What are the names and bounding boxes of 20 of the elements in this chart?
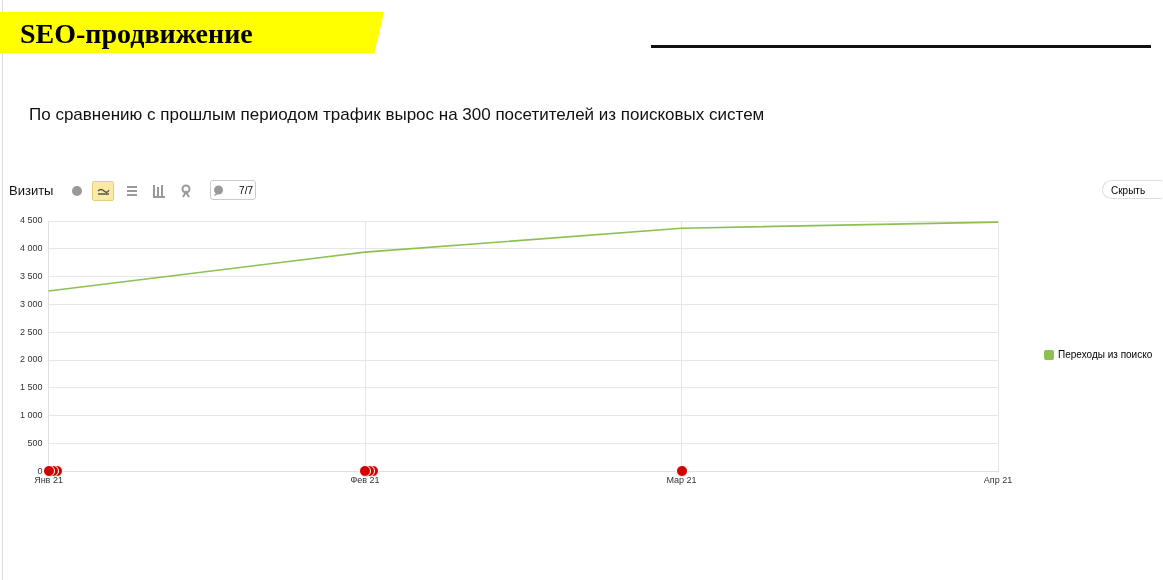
y-axis-title: Визиты [9, 183, 54, 198]
y-tick-label: 4 000 [19, 243, 43, 254]
legend-label: Переходы из поиско [1058, 349, 1153, 360]
y-tick-label: 4 500 [19, 215, 43, 226]
y-tick-label: 2 500 [19, 326, 43, 337]
text: 7/7 [210, 180, 256, 200]
text: Скрыть [1102, 180, 1162, 199]
x-tick-label: Янв 21 [34, 475, 63, 486]
x-tick-label: Апр 21 [983, 475, 1013, 486]
y-tick-label: 1 000 [19, 410, 43, 421]
chart-subtitle: По сравнению с прошлым периодом трафик вырос на 300 посетителей из поисковых систем [29, 104, 766, 126]
y-tick-label: 3 500 [19, 271, 43, 282]
chart-title: SEO-продвижение [20, 18, 253, 50]
y-tick-label: 3 000 [19, 298, 43, 309]
x-tick-label: Мар 21 [666, 475, 697, 486]
y-tick-label: 500 [27, 437, 43, 448]
y-tick-label: 0 [37, 465, 43, 476]
y-tick-label: 2 000 [19, 354, 43, 365]
y-tick-label: 1 500 [19, 382, 43, 393]
x-tick-label: Фев 21 [350, 475, 380, 486]
